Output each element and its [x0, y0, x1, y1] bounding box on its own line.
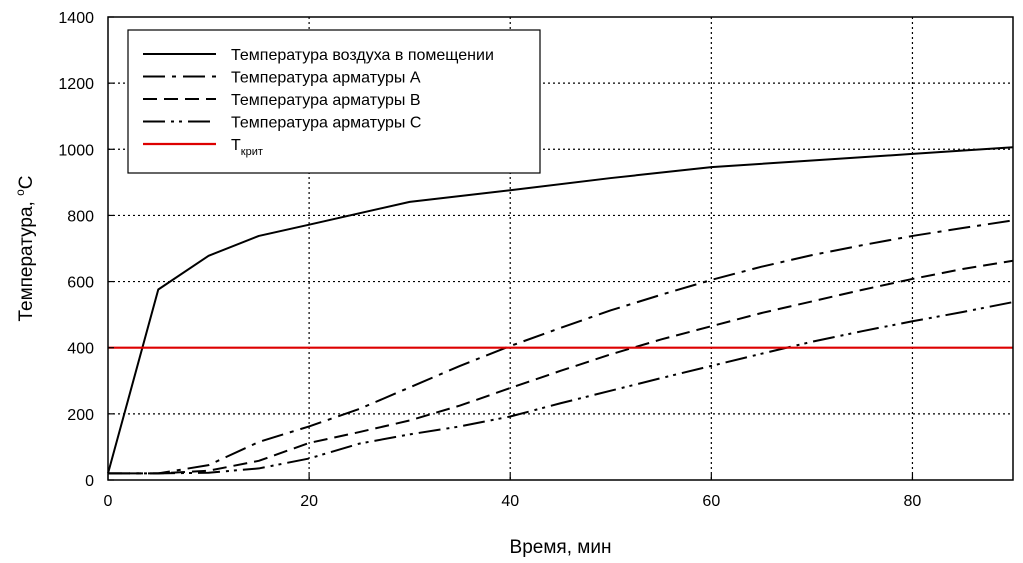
legend-label-2: Температура арматуры А: [231, 70, 421, 87]
x-tick-label: 60: [702, 493, 720, 510]
plot-frame: [107, 16, 1014, 481]
series-line-2: [108, 219, 1014, 475]
x-tick-label: 20: [300, 493, 318, 510]
y-tick-label: 1400: [58, 10, 94, 27]
y-tick-label: 1200: [58, 76, 94, 93]
x-axis-title: Время, мин: [510, 537, 612, 558]
y-axis-title-degree: o: [13, 189, 27, 196]
y-tick-label: 400: [67, 341, 94, 358]
data-series: [107, 146, 1014, 475]
legend-label-main: T: [231, 137, 241, 154]
legend-label-subscript: крит: [241, 146, 263, 158]
y-tick-label: 600: [67, 275, 94, 292]
series-line-4: [108, 301, 1014, 475]
series-line-3: [108, 259, 1014, 475]
x-tick-label: 40: [501, 493, 519, 510]
x-tick-label: 0: [104, 493, 113, 510]
y-tick-label: 1000: [58, 142, 94, 159]
y-axis-title: Температура, oC: [13, 175, 37, 321]
y-tick-label: 200: [67, 407, 94, 424]
y-tick-label: 800: [67, 208, 94, 225]
legend-label-5: Tкрит: [231, 137, 263, 158]
legend-label-1: Температура воздуха в помещении: [231, 47, 494, 64]
series-line-1: [107, 146, 1014, 474]
x-tick-label: 80: [904, 493, 922, 510]
legend: Температура воздуха в помещении Температу…: [127, 29, 541, 174]
y-tick-label: 0: [85, 473, 94, 490]
legend-label-4: Температура арматуры С: [231, 115, 421, 132]
legend-label-3: Температура арматуры В: [231, 92, 421, 109]
y-axis-title-main: Температура,: [16, 196, 37, 322]
y-axis-title-unit: C: [16, 175, 37, 189]
